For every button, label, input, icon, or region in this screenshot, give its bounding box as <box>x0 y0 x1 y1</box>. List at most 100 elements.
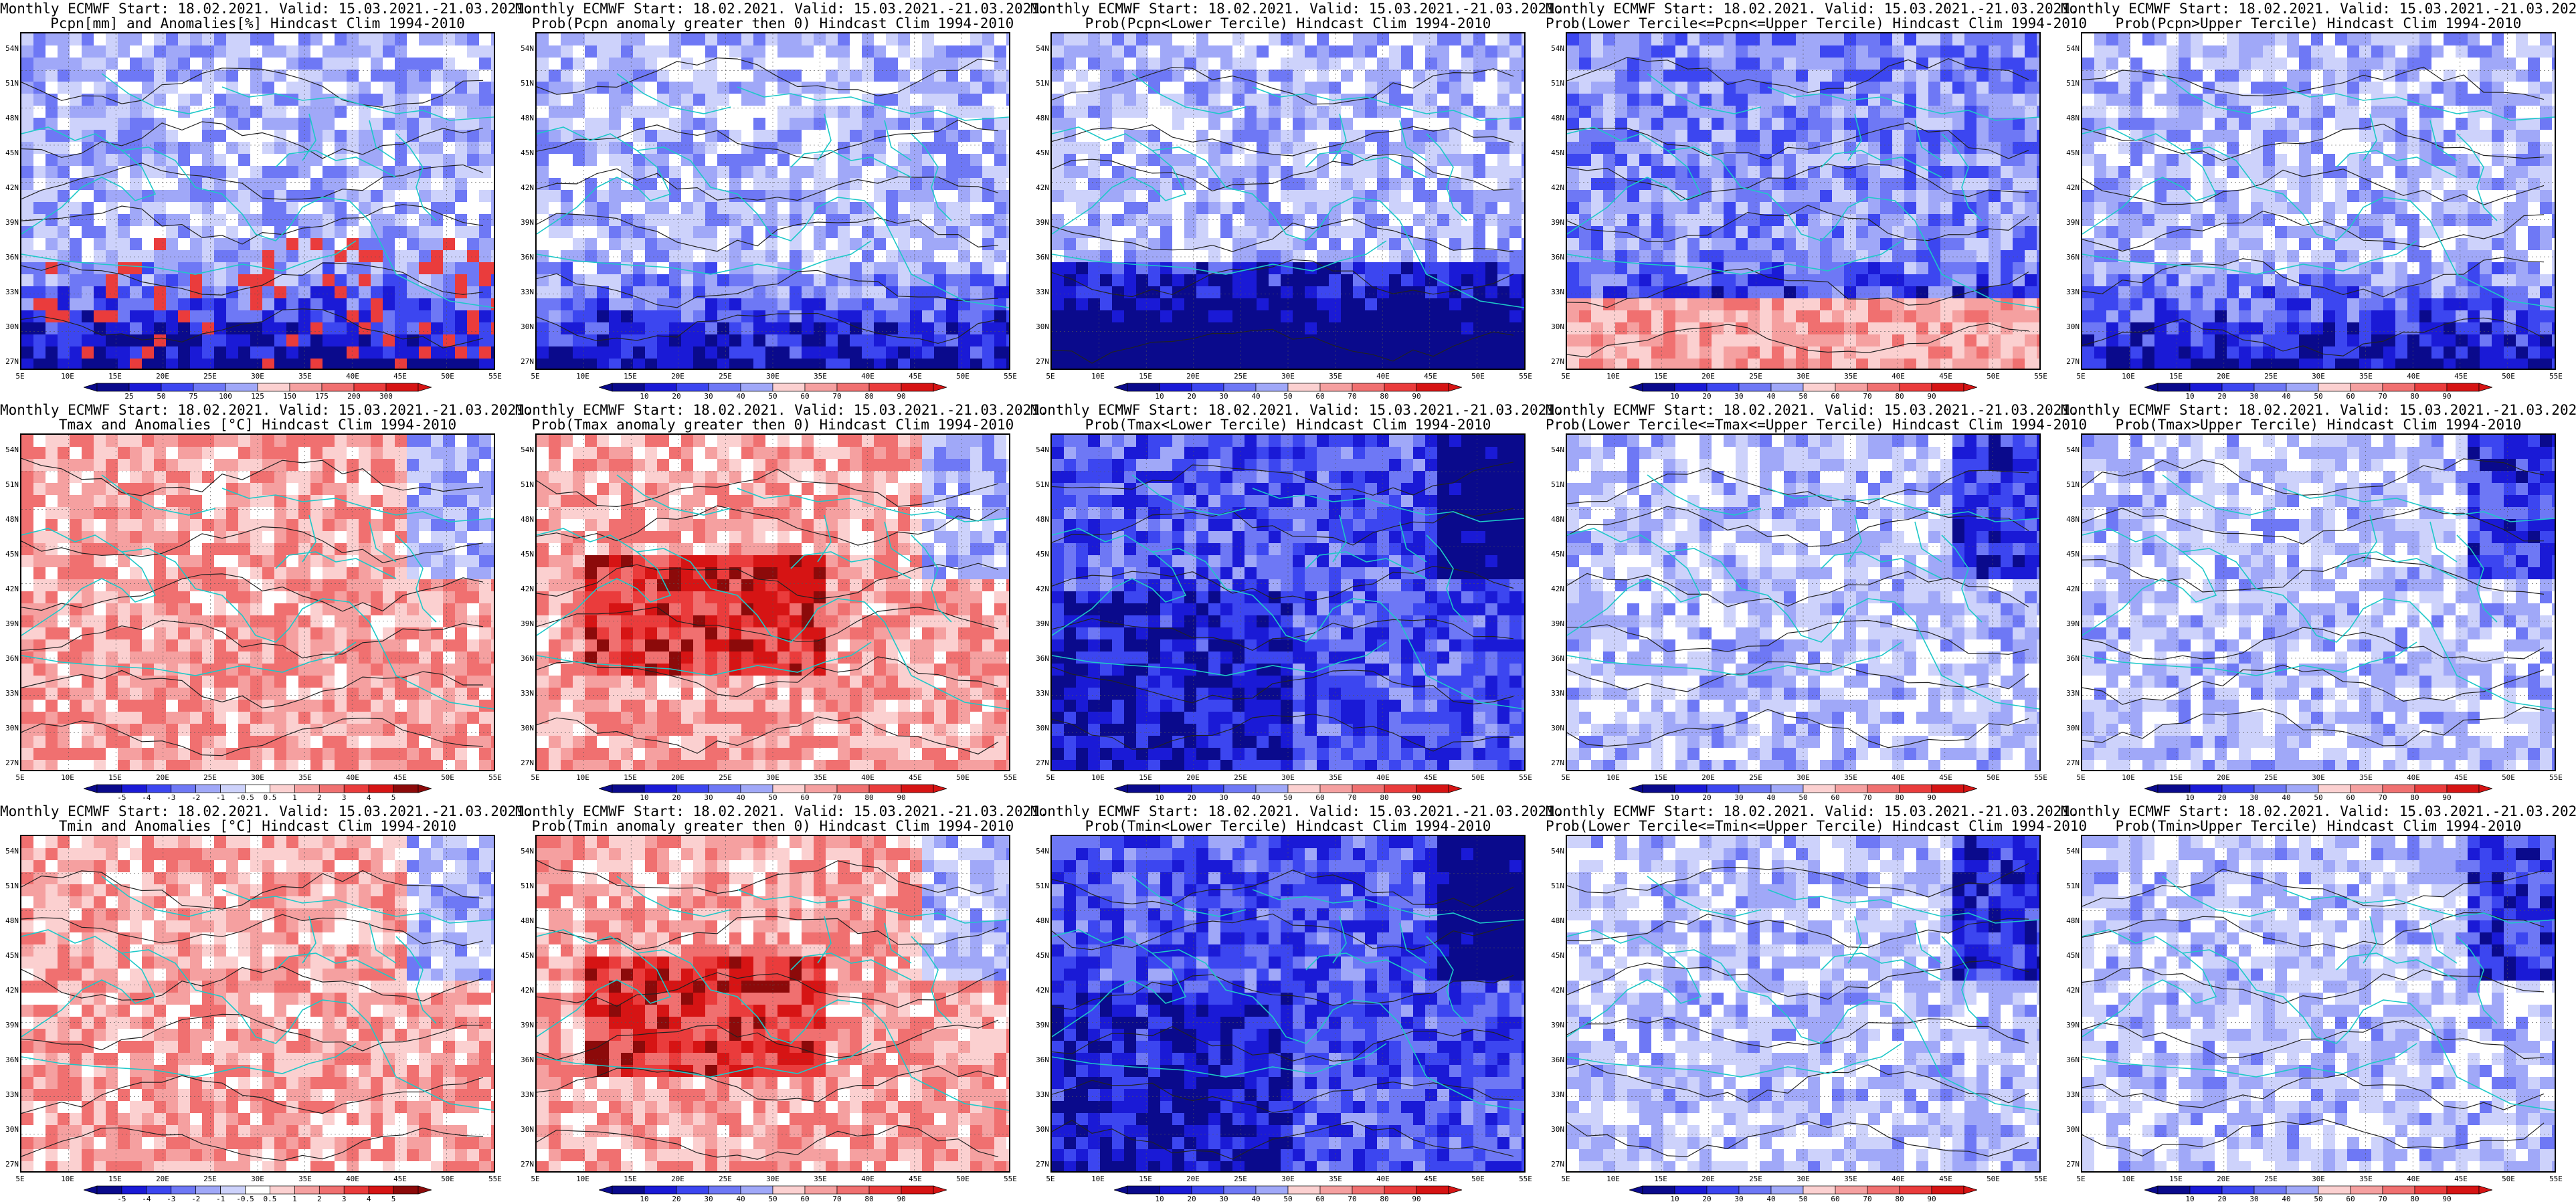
longitude-tick-label: 35E <box>1844 372 1857 381</box>
colorbar-label: -5 <box>117 793 126 802</box>
panel-title-line1: Monthly ECMWF Start: 18.02.2021. Valid: … <box>0 803 533 819</box>
panel-title-line2: Tmin and Anomalies [°C] Hindcast Clim 19… <box>58 818 457 834</box>
longitude-tick-label: 40E <box>1892 372 1905 381</box>
forecast-map-panel: Monthly ECMWF Start: 18.02.2021. Valid: … <box>1030 0 1564 401</box>
longitude-tick-label: 10E <box>61 1175 74 1183</box>
longitude-tick-label: 45E <box>1424 1175 1437 1183</box>
latitude-tick-label: 54N <box>2066 44 2080 53</box>
latitude-tick-label: 42N <box>2066 986 2080 995</box>
shaded-field <box>1052 836 1524 1171</box>
colorbar-strip <box>84 383 432 392</box>
colorbar-label: 80 <box>1380 392 1389 401</box>
colorbar-label: 20 <box>1187 1195 1196 1203</box>
longitude-tick-label: 10E <box>2122 372 2135 381</box>
latitude-tick-label: 51N <box>1551 480 1564 489</box>
latitude-tick-label: 39N <box>5 218 19 227</box>
longitude-tick-label: 25E <box>1749 773 1762 782</box>
latitude-tick-label: 39N <box>521 1021 534 1029</box>
colorbar-label: 90 <box>897 793 906 802</box>
longitude-tick-label: 45E <box>1424 372 1437 381</box>
colorbar-label: 30 <box>1734 793 1744 802</box>
longitude-tick-label: 40E <box>346 372 359 381</box>
colorbar-label: 30 <box>1219 392 1228 401</box>
shaded-field <box>21 836 494 1171</box>
colorbar-label: 90 <box>897 392 906 401</box>
colorbar-label: 4 <box>366 793 371 802</box>
latitude-tick-label: 42N <box>5 986 19 995</box>
latitude-tick-label: 51N <box>2066 882 2080 890</box>
colorbar-label: -5 <box>117 1195 126 1203</box>
latitude-tick-label: 54N <box>521 445 534 454</box>
colorbar-label: 70 <box>1348 1195 1357 1203</box>
longitude-tick-label: 40E <box>2407 773 2420 782</box>
latitude-tick-label: 33N <box>1551 1090 1564 1099</box>
colorbar-label: 20 <box>2217 392 2227 401</box>
colorbar: 10 20 30 40 50 60 70 80 90 <box>2144 383 2492 401</box>
panel-title-line1: Monthly ECMWF Start: 18.02.2021. Valid: … <box>1030 402 1564 418</box>
shaded-field <box>1567 435 2039 770</box>
longitude-tick-label: 50E <box>2502 372 2515 381</box>
colorbar-label: 10 <box>2185 1195 2195 1203</box>
colorbar-label: 80 <box>864 793 874 802</box>
latitude-tick-label: 48N <box>1551 114 1564 122</box>
colorbar-label: 90 <box>1927 1195 1936 1203</box>
longitude-tick-label: 15E <box>624 773 637 782</box>
longitude-tick-label: 25E <box>1234 372 1247 381</box>
longitude-tick-label: 10E <box>1091 372 1105 381</box>
colorbar-label: 20 <box>672 392 681 401</box>
latitude-tick-label: 48N <box>5 114 19 122</box>
latitude-tick-label: 54N <box>5 445 19 454</box>
latitude-tick-label: 27N <box>1036 357 1049 366</box>
panel-title-line2: Prob(Tmin<Lower Tercile) Hindcast Clim 1… <box>1085 818 1491 834</box>
longitude-tick-label: 55E <box>2549 773 2563 782</box>
longitude-tick-label: 35E <box>814 773 827 782</box>
latitude-tick-label: 30N <box>2066 322 2080 331</box>
longitude-tick-label: 25E <box>1749 372 1762 381</box>
latitude-tick-label: 42N <box>521 585 534 593</box>
colorbar-label: 70 <box>1348 793 1357 802</box>
latitude-tick-label: 30N <box>5 724 19 732</box>
colorbar-strip <box>2144 1185 2492 1195</box>
colorbar-label: 40 <box>1251 793 1261 802</box>
colorbar-label: 10 <box>1670 793 1679 802</box>
colorbar-label: 20 <box>1187 793 1196 802</box>
panel-title-line2: Prob(Tmin>Upper Tercile) Hindcast Clim 1… <box>2115 818 2522 834</box>
latitude-tick-label: 45N <box>2066 550 2080 559</box>
latitude-tick-label: 54N <box>5 44 19 53</box>
latitude-tick-label: 30N <box>1551 322 1564 331</box>
latitude-tick-label: 54N <box>1551 44 1564 53</box>
latitude-tick-label: 42N <box>521 986 534 995</box>
longitude-tick-label: 45E <box>2454 773 2468 782</box>
shaded-field <box>537 435 1009 770</box>
latitude-tick-label: 27N <box>521 1160 534 1169</box>
colorbar-label: 10 <box>2185 392 2195 401</box>
latitude-tick-label: 48N <box>5 916 19 925</box>
forecast-map-panel: Monthly ECMWF Start: 18.02.2021. Valid: … <box>1546 401 2087 803</box>
latitude-tick-label: 45N <box>2066 951 2080 960</box>
longitude-tick-label: 20E <box>1701 773 1715 782</box>
colorbar-label: 1 <box>292 793 297 802</box>
colorbar-label: 10 <box>640 1195 649 1203</box>
colorbar-label: 60 <box>800 793 810 802</box>
longitude-tick-label: 30E <box>1281 1175 1295 1183</box>
longitude-tick-label: 5E <box>1046 1175 1055 1183</box>
longitude-tick-label: 15E <box>1139 372 1152 381</box>
latitude-tick-label: 45N <box>5 951 19 960</box>
latitude-tick-label: 30N <box>5 1125 19 1134</box>
longitude-tick-label: 5E <box>1561 773 1570 782</box>
latitude-tick-label: 33N <box>1036 288 1049 296</box>
longitude-tick-label: 5E <box>15 1175 25 1183</box>
longitude-tick-label: 30E <box>1797 1175 1810 1183</box>
shaded-field <box>1052 33 1524 369</box>
colorbar-label: 60 <box>2346 392 2355 401</box>
latitude-tick-label: 45N <box>1036 951 1049 960</box>
longitude-tick-label: 20E <box>671 1175 684 1183</box>
longitude-tick-label: 35E <box>2359 773 2373 782</box>
latitude-tick-label: 39N <box>521 619 534 628</box>
longitude-tick-label: 20E <box>1701 1175 1715 1183</box>
map-area <box>1566 835 2041 1173</box>
colorbar-label: 70 <box>2378 392 2387 401</box>
latitude-tick-label: 27N <box>1036 1160 1049 1169</box>
colorbar: 10 20 30 40 50 60 70 80 90 <box>1114 784 1462 802</box>
colorbar-label: 300 <box>379 392 393 401</box>
